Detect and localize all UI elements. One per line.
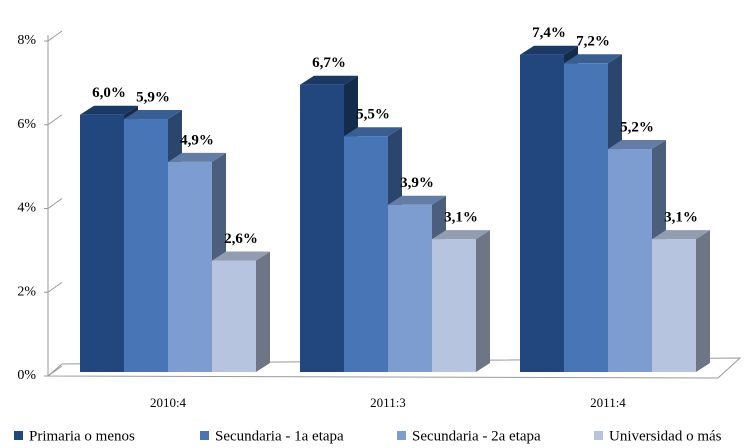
- value-label: 6,0%: [92, 85, 126, 101]
- bar-top: [520, 45, 578, 55]
- bar-top: [388, 195, 446, 205]
- x-tick-label: 2011:4: [590, 395, 626, 410]
- y-tick-label: 2%: [17, 284, 36, 299]
- bar: [80, 114, 124, 372]
- y-tick-edge: [47, 30, 63, 42]
- bar-top: [212, 251, 270, 261]
- bar-side: [696, 230, 710, 372]
- legend-label: Primaria o menos: [29, 428, 135, 444]
- bar: [520, 54, 564, 372]
- value-label: 4,9%: [180, 132, 214, 148]
- legend-swatch: [594, 431, 603, 440]
- bar-top: [432, 230, 490, 240]
- y-tick-label: 8%: [17, 33, 36, 48]
- bar-side: [256, 251, 270, 372]
- value-label: 3,1%: [444, 210, 478, 226]
- bar-top: [300, 75, 358, 85]
- bar-top: [652, 230, 710, 240]
- value-label: 5,5%: [356, 107, 390, 123]
- y-tick-edge: [47, 198, 63, 209]
- bar: [124, 119, 168, 372]
- value-label: 5,9%: [136, 89, 170, 105]
- legend-swatch: [397, 431, 406, 440]
- bar-top: [124, 110, 182, 120]
- bar: [344, 136, 388, 372]
- bar-top: [168, 152, 226, 162]
- value-label: 7,4%: [532, 25, 566, 41]
- x-tick-label: 2011:3: [370, 395, 406, 410]
- y-tick-label: 6%: [17, 117, 36, 132]
- legend-label: Universidad o más: [609, 428, 722, 444]
- bar: [432, 239, 476, 372]
- bar: [564, 63, 608, 373]
- legend-swatch: [200, 431, 209, 440]
- bar-top: [564, 54, 622, 64]
- value-label: 3,1%: [664, 210, 698, 226]
- legend-label: Secundaria - 2a etapa: [412, 428, 541, 444]
- legend-swatch: [14, 431, 23, 440]
- bar-top: [80, 105, 138, 115]
- y-tick-edge: [47, 281, 63, 293]
- bar: [608, 149, 652, 372]
- bar: [300, 84, 344, 373]
- legend-label: Secundaria - 1a etapa: [215, 428, 344, 444]
- value-label: 6,7%: [312, 55, 346, 71]
- y-tick-label: 0%: [17, 368, 36, 383]
- value-label: 2,6%: [224, 231, 258, 247]
- bar-side: [476, 230, 490, 372]
- x-tick-label: 2010:4: [150, 395, 187, 410]
- bar-top: [608, 140, 666, 150]
- bar: [168, 161, 212, 372]
- y-tick-edge: [47, 365, 63, 377]
- bar: [388, 204, 432, 372]
- value-label: 3,9%: [400, 175, 434, 191]
- bar: [652, 239, 696, 372]
- value-label: 5,2%: [620, 119, 654, 135]
- bar-top: [344, 127, 402, 137]
- y-tick-edge: [47, 114, 63, 126]
- bar: [212, 260, 256, 372]
- value-label: 7,2%: [576, 34, 610, 50]
- y-tick-label: 4%: [17, 201, 36, 216]
